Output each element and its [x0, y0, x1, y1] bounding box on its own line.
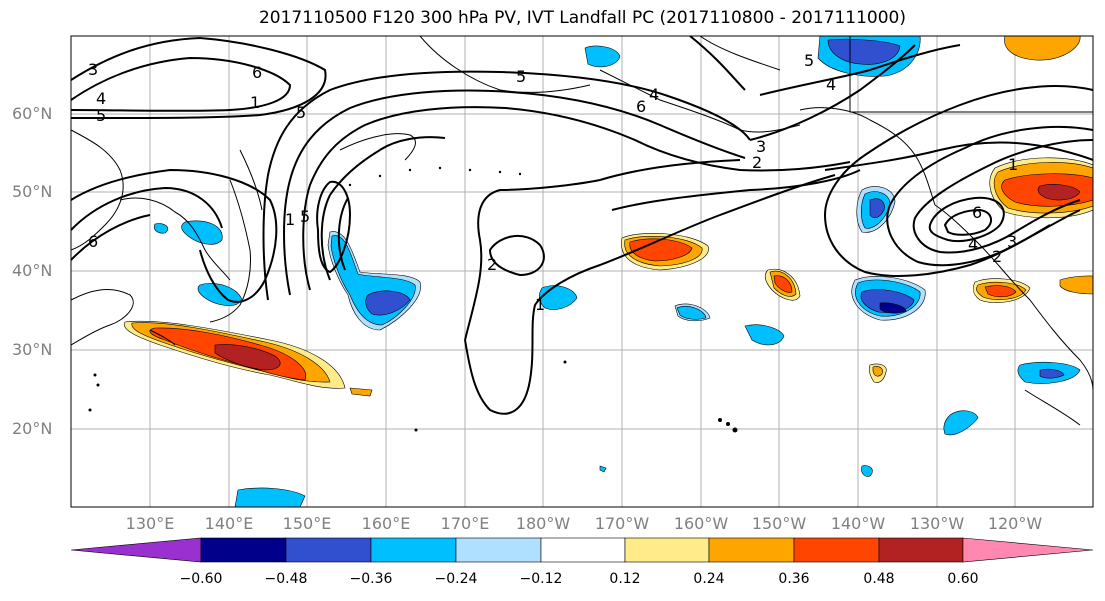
contour-label: 1 — [1008, 155, 1018, 174]
lon-label: 160°W — [673, 514, 729, 533]
colorbar-extend-high — [962, 537, 1094, 563]
contour-label: 5 — [516, 67, 526, 86]
lon-label: 180°W — [515, 514, 571, 533]
colorbar-tick-label: 0.60 — [947, 571, 979, 587]
colorbar-extend-low — [70, 537, 202, 563]
colorbar-tick-label: 0.36 — [778, 571, 810, 587]
contour-label: 4 — [96, 89, 106, 108]
contour-label: 1 — [285, 210, 295, 229]
pv-contours — [71, 36, 1093, 415]
contour-label: 4 — [826, 75, 836, 94]
lat-label: 60°N — [12, 104, 53, 123]
lat-label: 40°N — [12, 261, 53, 280]
contour-label: 5 — [804, 51, 814, 70]
contour-label: 6 — [252, 63, 262, 82]
colorbar-tick-label: −0.48 — [264, 571, 308, 587]
lat-label: 50°N — [12, 182, 53, 201]
colorbar-tick-label: 0.24 — [693, 571, 725, 587]
lon-label: 150°W — [751, 514, 807, 533]
contour-labels: 3 4 5 6 1 6 5 1 5 2 1 5 6 4 3 2 5 4 1 6 … — [88, 51, 1018, 314]
contour-label: 1 — [535, 295, 545, 314]
contour-label: 2 — [752, 153, 762, 172]
contour-label: 1 — [250, 93, 260, 112]
contour-label: 2 — [992, 247, 1002, 266]
colorbar-tick-label: −0.60 — [179, 571, 223, 587]
figure-title: 2017110500 F120 300 hPa PV, IVT Landfall… — [258, 8, 906, 28]
islands — [88, 166, 738, 433]
lon-label: 170°E — [440, 514, 490, 533]
lon-label: 120°W — [987, 514, 1043, 533]
contour-label: 6 — [88, 232, 98, 251]
contour-label: 5 — [96, 106, 106, 125]
ivt-shading — [123, 36, 1093, 507]
contour-label: 4 — [968, 235, 978, 254]
lon-label: 140°W — [830, 514, 886, 533]
contour-label: 5 — [300, 207, 310, 226]
colorbar-tick-label: 0.48 — [863, 571, 895, 587]
lat-label: 20°N — [12, 419, 53, 438]
contour-label: 2 — [487, 255, 497, 274]
colorbar-tick-label: −0.36 — [349, 571, 393, 587]
contour-label: 6 — [972, 203, 982, 222]
lon-label: 160°E — [361, 514, 411, 533]
map-frame — [70, 35, 1094, 508]
lon-label: 150°E — [282, 514, 332, 533]
contour-label: 6 — [636, 97, 646, 116]
colorbar — [70, 537, 1094, 563]
lon-label: 170°W — [594, 514, 650, 533]
contour-label: 4 — [649, 85, 659, 104]
contour-label: 3 — [756, 137, 766, 156]
lon-label: 130°W — [909, 514, 965, 533]
lat-label: 30°N — [12, 340, 53, 359]
colorbar-tick-label: −0.24 — [434, 571, 478, 587]
contour-label: 3 — [88, 60, 98, 79]
contour-label: 3 — [1007, 232, 1017, 251]
lon-label: 130°E — [125, 514, 175, 533]
colorbar-tick-label: −0.12 — [519, 571, 563, 587]
contour-label: 5 — [296, 103, 306, 122]
lon-label: 140°E — [204, 514, 254, 533]
colorbar-tick-label: 0.12 — [609, 571, 641, 587]
